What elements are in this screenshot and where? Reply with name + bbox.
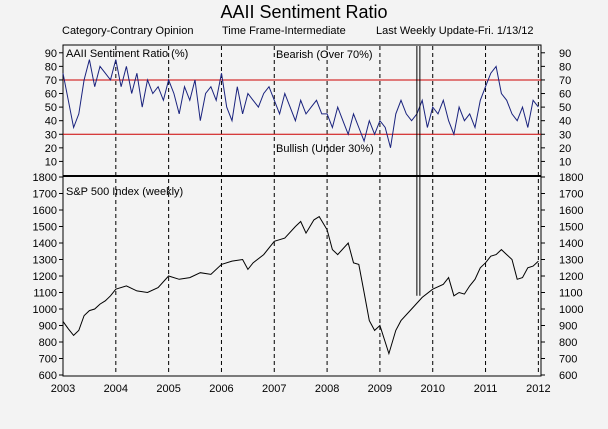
sp500-y-tick-right: 1100 (559, 288, 583, 300)
x-tick-label: 2003 (51, 383, 75, 395)
sp500-y-tick-left: 1600 (33, 205, 57, 217)
sp500-y-tick-right: 1000 (559, 304, 583, 316)
sp500-y-tick-left: 900 (39, 321, 57, 333)
sp500-y-tick-left: 1200 (33, 271, 57, 283)
sp500-y-tick-left: 1500 (33, 222, 57, 234)
sp500-y-tick-right: 1800 (559, 172, 583, 184)
sentiment-y-tick-left: 10 (45, 156, 57, 168)
sp500-y-tick-right: 900 (559, 321, 577, 333)
x-tick-label: 2011 (474, 383, 498, 395)
sp500-y-tick-right: 1600 (559, 205, 583, 217)
sp500-y-tick-right: 1200 (559, 271, 583, 283)
header-timeframe: Time Frame-Intermediate (222, 25, 346, 37)
header-category: Category-Contrary Opinion (62, 25, 193, 37)
sentiment-y-tick-right: 90 (559, 48, 571, 60)
sentiment-y-tick-left: 30 (45, 129, 57, 141)
sp500-y-tick-right: 700 (559, 354, 577, 366)
sp500-y-tick-right: 1500 (559, 222, 583, 234)
sp500-y-tick-right: 800 (559, 337, 577, 349)
sp500-y-tick-left: 1400 (33, 238, 57, 250)
bullish-annotation: Bullish (Under 30%) (276, 143, 374, 155)
sentiment-y-tick-right: 10 (559, 156, 571, 168)
sentiment-y-tick-right: 70 (559, 75, 571, 87)
sp500-y-tick-left: 1700 (33, 189, 57, 201)
x-tick-label: 2007 (262, 383, 286, 395)
sentiment-y-tick-left: 60 (45, 89, 57, 101)
sp500-y-tick-left: 1000 (33, 304, 57, 316)
sp500-y-tick-left: 800 (39, 337, 57, 349)
sentiment-y-tick-left: 90 (45, 48, 57, 60)
sp500-y-tick-left: 1100 (33, 288, 57, 300)
x-tick-label: 2009 (368, 383, 392, 395)
sp500-y-tick-right: 1400 (559, 238, 583, 250)
bearish-annotation: Bearish (Over 70%) (276, 49, 373, 61)
sentiment-y-tick-left: 70 (45, 75, 57, 87)
x-tick-label: 2004 (104, 383, 128, 395)
x-tick-label: 2005 (156, 383, 180, 395)
sentiment-y-tick-right: 50 (559, 102, 571, 114)
sp500-y-tick-left: 700 (39, 354, 57, 366)
sp500-y-tick-right: 1300 (559, 255, 583, 267)
x-tick-label: 2010 (420, 383, 444, 395)
sp500-y-tick-left: 600 (39, 370, 57, 382)
sentiment-panel-title: AAII Sentiment Ratio (%) (66, 48, 188, 60)
sp500-panel-title: S&P 500 Index (weekly) (66, 186, 183, 198)
grid (59, 46, 545, 376)
sp500-y-tick-right: 600 (559, 370, 577, 382)
sp500-y-tick-left: 1300 (33, 255, 57, 267)
sentiment-y-tick-right: 30 (559, 129, 571, 141)
sp500-y-tick-left: 1800 (33, 172, 57, 184)
sentiment-y-tick-right: 80 (559, 61, 571, 73)
chart-title: AAII Sentiment Ratio (220, 2, 387, 22)
x-tick-label: 2006 (209, 383, 233, 395)
sentiment-y-tick-left: 80 (45, 61, 57, 73)
x-tick-label: 2008 (315, 383, 339, 395)
plot-frame (62, 44, 542, 377)
sentiment-y-tick-left: 40 (45, 116, 57, 128)
sp500-series-line (62, 215, 539, 356)
sentiment-y-tick-right: 60 (559, 89, 571, 101)
sentiment-panel (62, 59, 541, 148)
header-update: Last Weekly Update-Fri. 1/13/12 (376, 25, 534, 37)
x-tick-label: 2012 (526, 383, 550, 395)
sentiment-y-tick-left: 20 (45, 143, 57, 155)
sp500-panel (62, 46, 539, 356)
sentiment-y-tick-left: 50 (45, 102, 57, 114)
sp500-y-tick-right: 1700 (559, 189, 583, 201)
sentiment-y-tick-right: 20 (559, 143, 571, 155)
sentiment-y-tick-right: 40 (559, 116, 571, 128)
sentiment-series-line (62, 59, 539, 148)
